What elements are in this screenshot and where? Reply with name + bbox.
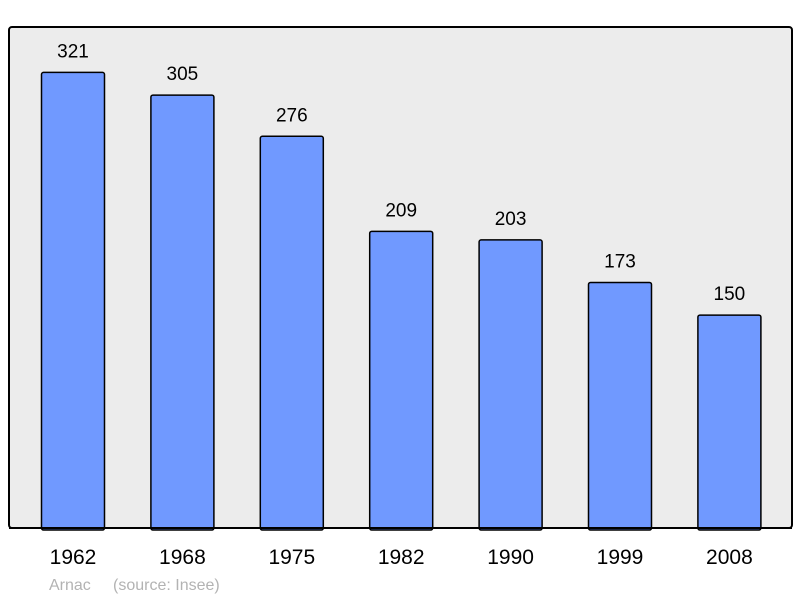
caption-place: Arnac bbox=[49, 577, 91, 594]
data-label-1962: 321 bbox=[57, 41, 89, 62]
x-tick-1999: 1999 bbox=[597, 546, 644, 569]
bar-1990 bbox=[478, 239, 543, 531]
data-label-1968: 305 bbox=[167, 64, 199, 85]
data-label-2008: 150 bbox=[714, 284, 746, 305]
data-label-1999: 173 bbox=[604, 251, 636, 272]
caption-source: (source: Insee) bbox=[113, 577, 220, 594]
x-tick-1968: 1968 bbox=[159, 546, 206, 569]
bar-2008 bbox=[697, 314, 762, 531]
bar-1999 bbox=[587, 281, 653, 531]
data-label-1982: 209 bbox=[385, 200, 417, 221]
bar-1975 bbox=[259, 135, 325, 531]
x-tick-1990: 1990 bbox=[487, 546, 534, 569]
x-tick-1975: 1975 bbox=[268, 546, 315, 569]
data-label-1990: 203 bbox=[495, 209, 527, 230]
x-tick-2008: 2008 bbox=[706, 546, 753, 569]
bar-1982 bbox=[368, 230, 434, 531]
x-tick-1982: 1982 bbox=[378, 546, 425, 569]
bar-1962 bbox=[40, 71, 106, 531]
data-label-1975: 276 bbox=[276, 105, 308, 126]
bar-1968 bbox=[150, 94, 215, 531]
x-tick-1962: 1962 bbox=[50, 546, 97, 569]
